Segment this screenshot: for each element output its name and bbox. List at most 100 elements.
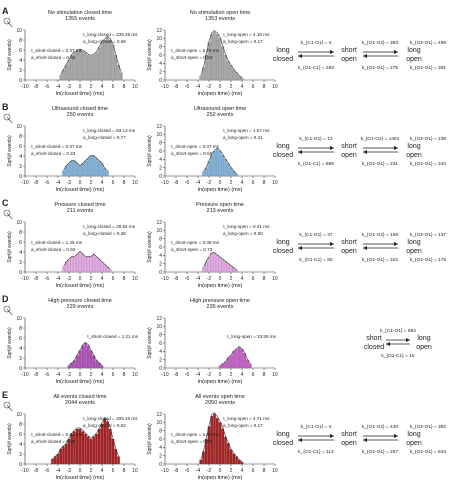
histogram-bar bbox=[103, 39, 107, 81]
histogram-bar bbox=[240, 461, 244, 465]
histogram-bar bbox=[202, 171, 205, 177]
x-tick-label: 6 bbox=[112, 180, 115, 186]
state-label: open bbox=[341, 440, 357, 447]
y-tick-label: 10 bbox=[16, 28, 22, 34]
panel-title: Pressure closed time bbox=[54, 202, 105, 208]
tau-short: τ_short-closed = 0.07 ms bbox=[31, 48, 83, 53]
histogram-bar bbox=[226, 443, 230, 465]
histogram-bar bbox=[95, 360, 98, 369]
histogram-bar bbox=[92, 254, 96, 273]
x-tick-label: -4 bbox=[56, 276, 61, 282]
y-tick-label: 10 bbox=[16, 316, 22, 322]
histogram-bar bbox=[92, 155, 96, 177]
histogram-bar bbox=[81, 345, 85, 369]
y-tick-label: 4 bbox=[159, 61, 162, 67]
state-label: long bbox=[276, 143, 289, 150]
x-tick-label: 10 bbox=[132, 180, 138, 186]
y-tick-label: 0 bbox=[159, 462, 162, 468]
arrowhead bbox=[394, 50, 398, 54]
tau-single: τ_short-closed = 1.21 ms bbox=[87, 334, 139, 339]
x-tick-label: 0 bbox=[79, 276, 82, 282]
x-tick-label: -2 bbox=[207, 468, 212, 474]
y-tick-label: 2 bbox=[159, 357, 162, 363]
rate-label: k_{O1-O2} = 159 bbox=[362, 232, 398, 238]
histogram-bar bbox=[92, 54, 96, 81]
y-tick-label: 4 bbox=[19, 154, 22, 160]
y-tick-label: 8 bbox=[19, 326, 22, 332]
histogram-bar bbox=[67, 438, 71, 465]
y-tick-label: 6 bbox=[19, 336, 22, 342]
rate-label: k_{O2-O1} = 391 bbox=[410, 65, 446, 71]
fit-curve bbox=[203, 252, 237, 271]
histogram-bar bbox=[59, 74, 63, 81]
y-tick-label: 12 bbox=[156, 124, 162, 130]
histogram-bar bbox=[240, 349, 244, 369]
y-tick-label: 8 bbox=[159, 44, 162, 50]
histogram-bar bbox=[97, 259, 101, 273]
y-tick-label: 8 bbox=[19, 230, 22, 236]
x-tick-label: -6 bbox=[185, 468, 190, 474]
panel-title: Pressure open time bbox=[196, 202, 244, 208]
rate-label: k_{O2-O1} = 498 bbox=[410, 40, 446, 46]
histogram-bar bbox=[97, 428, 101, 465]
histogram-bar bbox=[218, 38, 222, 81]
histogram-bar bbox=[78, 350, 82, 369]
panel-title: High pressure open time bbox=[190, 298, 250, 304]
x-tick-label: 4 bbox=[241, 84, 244, 90]
x-tick-label: 0 bbox=[79, 84, 82, 90]
panel-events: 250 events bbox=[67, 112, 94, 118]
state-label: closed bbox=[273, 152, 293, 159]
x-axis-label: ln(closed time) (ms) bbox=[56, 283, 104, 289]
histogram-bar bbox=[84, 160, 87, 177]
x-tick-label: 2 bbox=[90, 372, 93, 378]
histogram-bar bbox=[100, 423, 104, 465]
y-tick-label: 10 bbox=[156, 420, 162, 426]
x-axis-label: ln(closed time) (ms) bbox=[56, 475, 104, 481]
x-tick-label: -6 bbox=[45, 84, 50, 90]
x-tick-label: 8 bbox=[123, 468, 126, 474]
x-tick-label: -8 bbox=[34, 276, 39, 282]
x-axis-label: ln(open time) (ms) bbox=[198, 283, 243, 289]
state-label: long bbox=[276, 47, 289, 54]
x-tick-label: 2 bbox=[90, 468, 93, 474]
arrowhead bbox=[394, 434, 398, 438]
histogram-bar bbox=[199, 459, 203, 465]
x-tick-label: 6 bbox=[112, 468, 115, 474]
x-tick-label: -6 bbox=[45, 468, 50, 474]
histogram-bar bbox=[103, 264, 107, 273]
x-tick-label: -10 bbox=[161, 468, 168, 474]
x-tick-label: 0 bbox=[219, 84, 222, 90]
y-tick-label: 4 bbox=[159, 157, 162, 163]
x-tick-label: -4 bbox=[196, 180, 201, 186]
state-label: open bbox=[416, 344, 432, 351]
arrowhead bbox=[330, 434, 334, 438]
histogram-bar bbox=[70, 256, 74, 273]
histogram-bar bbox=[218, 257, 222, 273]
y-tick-label: 10 bbox=[16, 124, 22, 130]
y-tick-label: 6 bbox=[19, 48, 22, 54]
panel-title: All events closed time bbox=[53, 394, 106, 400]
y-tick-label: 6 bbox=[159, 53, 162, 59]
histogram-bar bbox=[226, 163, 230, 177]
histogram-bar bbox=[70, 433, 74, 465]
fit-curve bbox=[203, 147, 237, 175]
histogram-bar bbox=[78, 49, 82, 81]
histogram-bar bbox=[81, 431, 85, 465]
x-tick-label: 8 bbox=[263, 372, 266, 378]
panel-letter: A bbox=[2, 6, 9, 16]
amp-long: a_long-open = 0.17 bbox=[223, 39, 263, 44]
histogram-bar bbox=[86, 345, 90, 369]
x-tick-label: 0 bbox=[219, 468, 222, 474]
histogram-bar bbox=[75, 428, 79, 465]
state-label: closed bbox=[364, 344, 384, 351]
x-tick-label: -6 bbox=[185, 372, 190, 378]
x-tick-label: 4 bbox=[101, 372, 104, 378]
histogram-bar bbox=[59, 448, 63, 465]
y-tick-label: 10 bbox=[16, 412, 22, 418]
x-tick-label: 4 bbox=[241, 468, 244, 474]
x-tick-label: -2 bbox=[67, 180, 72, 186]
electrode-icon bbox=[3, 305, 11, 313]
x-tick-label: 10 bbox=[132, 84, 138, 90]
histogram-bar bbox=[73, 431, 76, 465]
state-label: short bbox=[366, 335, 382, 342]
